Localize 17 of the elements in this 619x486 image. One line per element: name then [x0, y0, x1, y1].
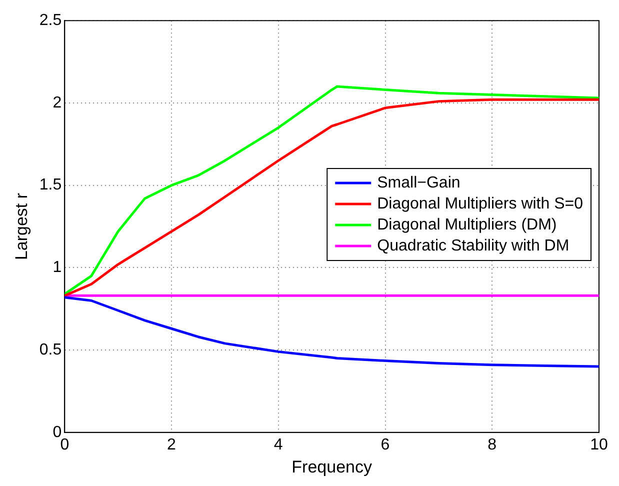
- y-tick-label: 1.5: [39, 176, 62, 194]
- x-axis-title: Frequency: [292, 457, 372, 476]
- y-tick-label: 1: [52, 259, 62, 276]
- y-tick-label: 0: [52, 424, 62, 441]
- x-tick-label: 8: [488, 436, 497, 454]
- x-tick-label: 10: [590, 436, 608, 454]
- x-tick-label: 4: [274, 436, 283, 454]
- legend-label: Diagonal Multipliers (DM): [377, 216, 557, 234]
- legend-label: Diagonal Multipliers with S=0: [377, 195, 584, 212]
- y-tick-label: 2.5: [39, 12, 62, 30]
- x-tick-label: 6: [380, 436, 390, 454]
- y-axis-title: Largest r: [12, 192, 31, 260]
- y-tick-label: 2: [52, 94, 62, 112]
- legend-label: Quadratic Stability with DM: [377, 237, 570, 254]
- legend-label: Small−Gain: [377, 174, 460, 192]
- x-tick-label: 2: [167, 436, 176, 454]
- y-tick-label: 0.5: [39, 341, 62, 358]
